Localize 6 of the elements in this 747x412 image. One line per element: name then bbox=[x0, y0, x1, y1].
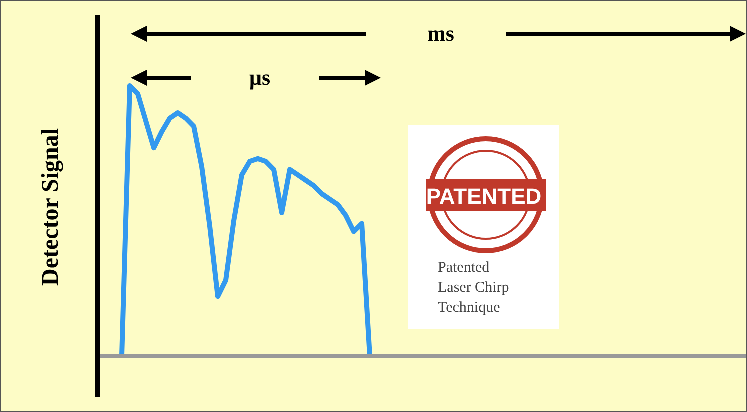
annotation: µs bbox=[248, 65, 272, 91]
annotation: PATENTED bbox=[425, 184, 543, 210]
annotation: Patented Laser Chirp Technique bbox=[438, 259, 510, 318]
y-axis-title: Detector Signal bbox=[38, 128, 64, 286]
text: ms bbox=[426, 21, 456, 47]
stamp-picture: PATENTED Patented Laser Chirp Technique bbox=[408, 125, 559, 329]
